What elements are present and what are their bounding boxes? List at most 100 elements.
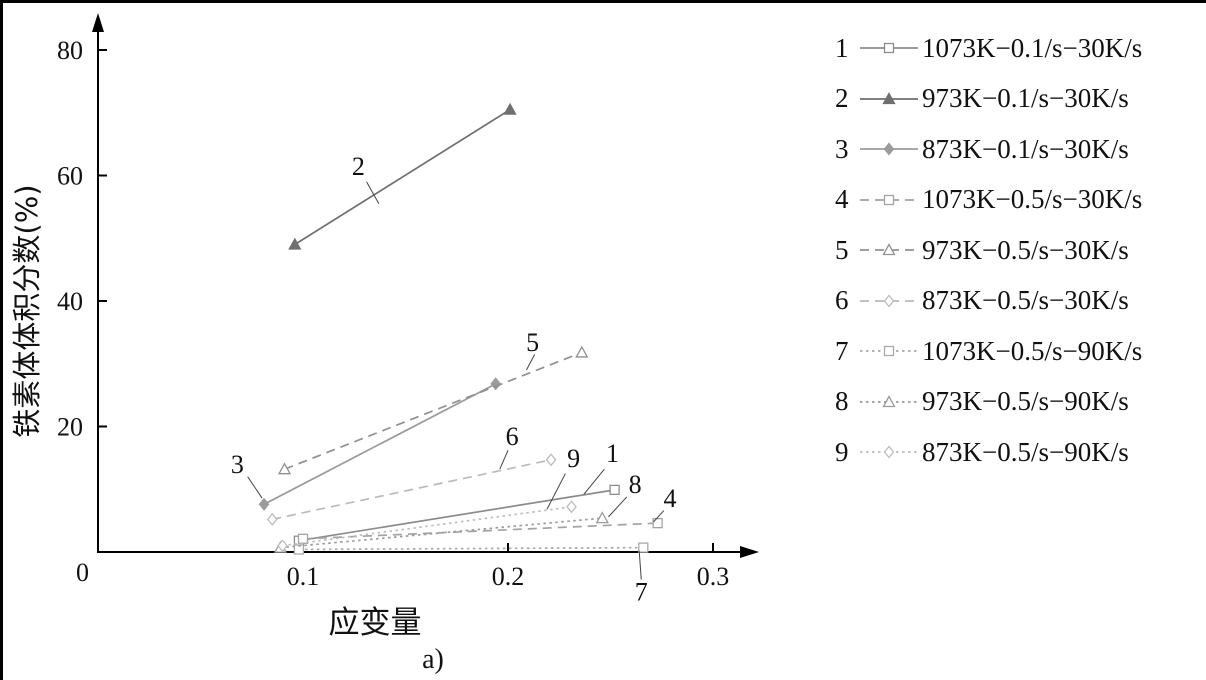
label-leader-line [653,510,665,523]
series-label-3: 3 [231,450,263,499]
series-number-label: 5 [526,328,539,357]
x-tick-label: 0.2 [492,562,525,591]
legend-label: 873K−0.5/s−90K/s [922,436,1129,467]
legend-series-number: 8 [835,386,849,417]
series-line [284,351,583,470]
origin-tick-label: 0 [76,558,89,587]
x-axis-arrow [740,546,759,558]
label-leader-line [499,450,509,470]
legend-line-sample [860,194,918,205]
legend-series-number: 7 [835,335,849,366]
series-line [272,458,552,521]
y-tick-label: 20 [57,413,83,442]
series-line [282,505,572,547]
figure-caption: a) [422,644,444,675]
x-tick-label: 0.1 [287,562,320,591]
series-number-label: 9 [567,444,580,473]
series-number-label: 7 [635,578,648,607]
series-1 [293,484,620,546]
legend-line-sample [860,243,918,256]
x-tick-label: 0.3 [697,562,730,591]
series-label-8: 8 [608,470,642,518]
legend-item-1: 1 1073K−0.1/s−30K/s [835,23,1142,74]
marker-diamond-filled [490,377,502,391]
marker-triangle-filled [882,91,896,104]
y-axis-label: 铁素体体积分数(%) [10,184,44,438]
marker-triangle-open [575,345,589,358]
legend-label: 1073K−0.5/s−90K/s [922,335,1143,366]
series-number-label: 6 [506,422,519,451]
marker-square-open [883,43,895,54]
series-label-4: 4 [653,484,676,523]
series-line [294,108,511,246]
legend-series-number: 9 [835,436,849,467]
series-number-label: 4 [663,484,676,513]
legend-item-3: 3 873K−0.1/s−30K/s [835,124,1142,175]
legend-series-number: 6 [835,285,849,316]
legend: 1 1073K−0.1/s−30K/s 2 973K−0.1/s−30K/s 3 873K… [835,23,1142,478]
series-5 [277,345,589,475]
marker-triangle-open [882,243,896,256]
marker-square-open [883,346,895,357]
legend-item-8: 8 973K−0.5/s−90K/s [835,377,1142,428]
marker-triangle-open [277,462,292,475]
marker-square-open [883,194,895,205]
legend-series-number: 2 [835,83,849,114]
series-number-label: 3 [231,450,244,479]
series-label-5: 5 [526,328,539,371]
label-leader-line [247,476,263,499]
legend-series-number: 5 [835,234,849,265]
legend-item-4: 4 1073K−0.5/s−30K/s [835,175,1142,226]
series-label-6: 6 [499,422,519,470]
marker-triangle-open [882,394,896,407]
legend-item-6: 6 873K−0.5/s−30K/s [835,276,1142,327]
legend-item-9: 9 873K−0.5/s−90K/s [835,427,1142,478]
marker-diamond-filled [258,497,270,511]
label-leader-line [546,473,566,510]
line-chart: 0 0.1 0.2 0.3 20 40 60 80 2 5 3 6 9 18 4 7 [57,13,759,607]
legend-label: 973K−0.5/s−30K/s [922,234,1129,265]
legend-item-7: 7 1073K−0.5/s−90K/s [835,326,1142,377]
legend-series-number: 3 [835,133,849,164]
series-line [298,546,644,551]
marker-diamond-open [566,500,577,514]
legend-item-5: 5 973K−0.5/s−30K/s [835,225,1142,276]
label-leader-line [608,496,628,518]
marker-square-open [293,544,305,555]
series-line [263,383,497,506]
legend-label: 973K−0.5/s−90K/s [922,386,1129,417]
marker-diamond-open [277,539,288,553]
marker-square-open [638,542,649,553]
label-leader-line [526,354,536,371]
label-leader-line [366,181,380,204]
legend-label: 873K−0.1/s−30K/s [922,133,1129,164]
series-3 [258,377,502,511]
x-axis-label: 应变量 [328,605,422,641]
label-leader-line [638,550,642,580]
legend-line-sample [860,394,918,407]
marker-square-open [652,517,663,529]
series-label-7: 7 [635,550,648,607]
series-2 [288,102,517,250]
legend-line-sample [860,142,918,156]
series-line [298,489,615,542]
marker-square-open [609,484,620,496]
legend-line-sample [860,445,918,459]
legend-line-sample [860,294,918,308]
legend-line-sample [860,346,918,357]
marker-square-open [297,533,309,544]
y-axis-arrow [92,13,104,32]
marker-triangle-filled [288,237,302,250]
legend-line-sample [860,91,918,104]
legend-series-number: 4 [835,184,849,215]
marker-diamond-open [266,512,278,526]
legend-label: 873K−0.5/s−30K/s [922,285,1129,316]
y-tick-label: 80 [57,36,83,65]
legend-label: 1073K−0.1/s−30K/s [922,32,1143,63]
legend-item-2: 2 973K−0.1/s−30K/s [835,74,1142,125]
marker-diamond-open [883,294,895,308]
series-number-label: 1 [606,439,619,468]
legend-line-sample [860,43,918,54]
series-number-label: 2 [352,152,365,181]
